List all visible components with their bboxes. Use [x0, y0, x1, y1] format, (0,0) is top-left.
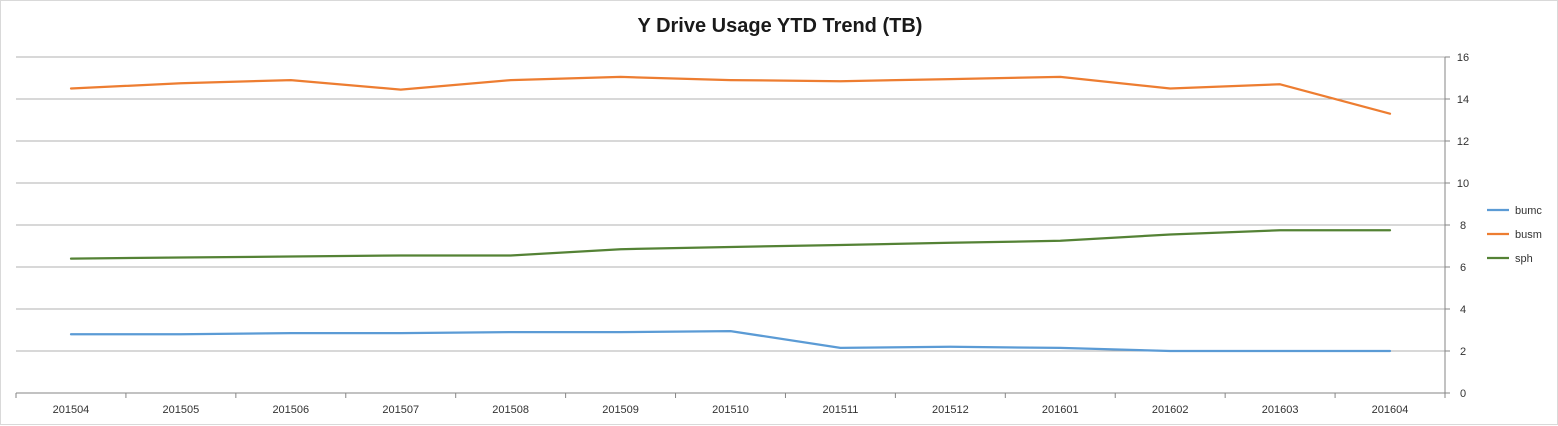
legend-label-bumc: bumc — [1515, 205, 1542, 217]
x-tick-label: 201510 — [712, 404, 749, 416]
x-tick-label: 201602 — [1152, 404, 1189, 416]
x-tick-label: 201601 — [1042, 404, 1079, 416]
x-tick-label: 201511 — [822, 404, 858, 416]
series-line-busm — [69, 75, 1392, 115]
x-tick-label: 201507 — [382, 404, 419, 416]
x-tick-label: 201603 — [1262, 404, 1299, 416]
series-line-bumc — [69, 329, 1392, 353]
legend-label-sph: sph — [1515, 253, 1533, 265]
chart-title: Y Drive Usage YTD Trend (TB) — [637, 15, 923, 37]
y-tick-label: 10 — [1457, 178, 1469, 190]
y-tick-label: 16 — [1457, 52, 1469, 64]
x-tick-label: 201505 — [163, 404, 200, 416]
series-line-sph — [69, 229, 1392, 260]
y-tick-label: 4 — [1460, 304, 1466, 316]
x-tick-label: 201504 — [53, 404, 90, 416]
x-tick-label: 201508 — [492, 404, 529, 416]
y-tick-label: 0 — [1460, 388, 1466, 400]
legend-label-busm: busm — [1515, 229, 1542, 241]
x-tick-label: 201506 — [272, 404, 309, 416]
x-tick-label: 201509 — [602, 404, 639, 416]
y-tick-label: 12 — [1457, 136, 1469, 148]
series-lines — [69, 75, 1392, 353]
y-tick-label: 8 — [1460, 220, 1466, 232]
legend: bumc busm sph — [1487, 205, 1542, 265]
y-tick-label: 6 — [1460, 262, 1466, 274]
y-tick-label: 14 — [1457, 94, 1469, 106]
x-tick-label: 201512 — [932, 404, 969, 416]
gridlines — [16, 56, 1445, 394]
axes: 0 2 4 6 8 10 12 14 16 201504 201505 201506 201507 201… — [15, 52, 1469, 416]
y-tick-label: 2 — [1460, 346, 1466, 358]
x-tick-label: 201604 — [1372, 404, 1409, 416]
